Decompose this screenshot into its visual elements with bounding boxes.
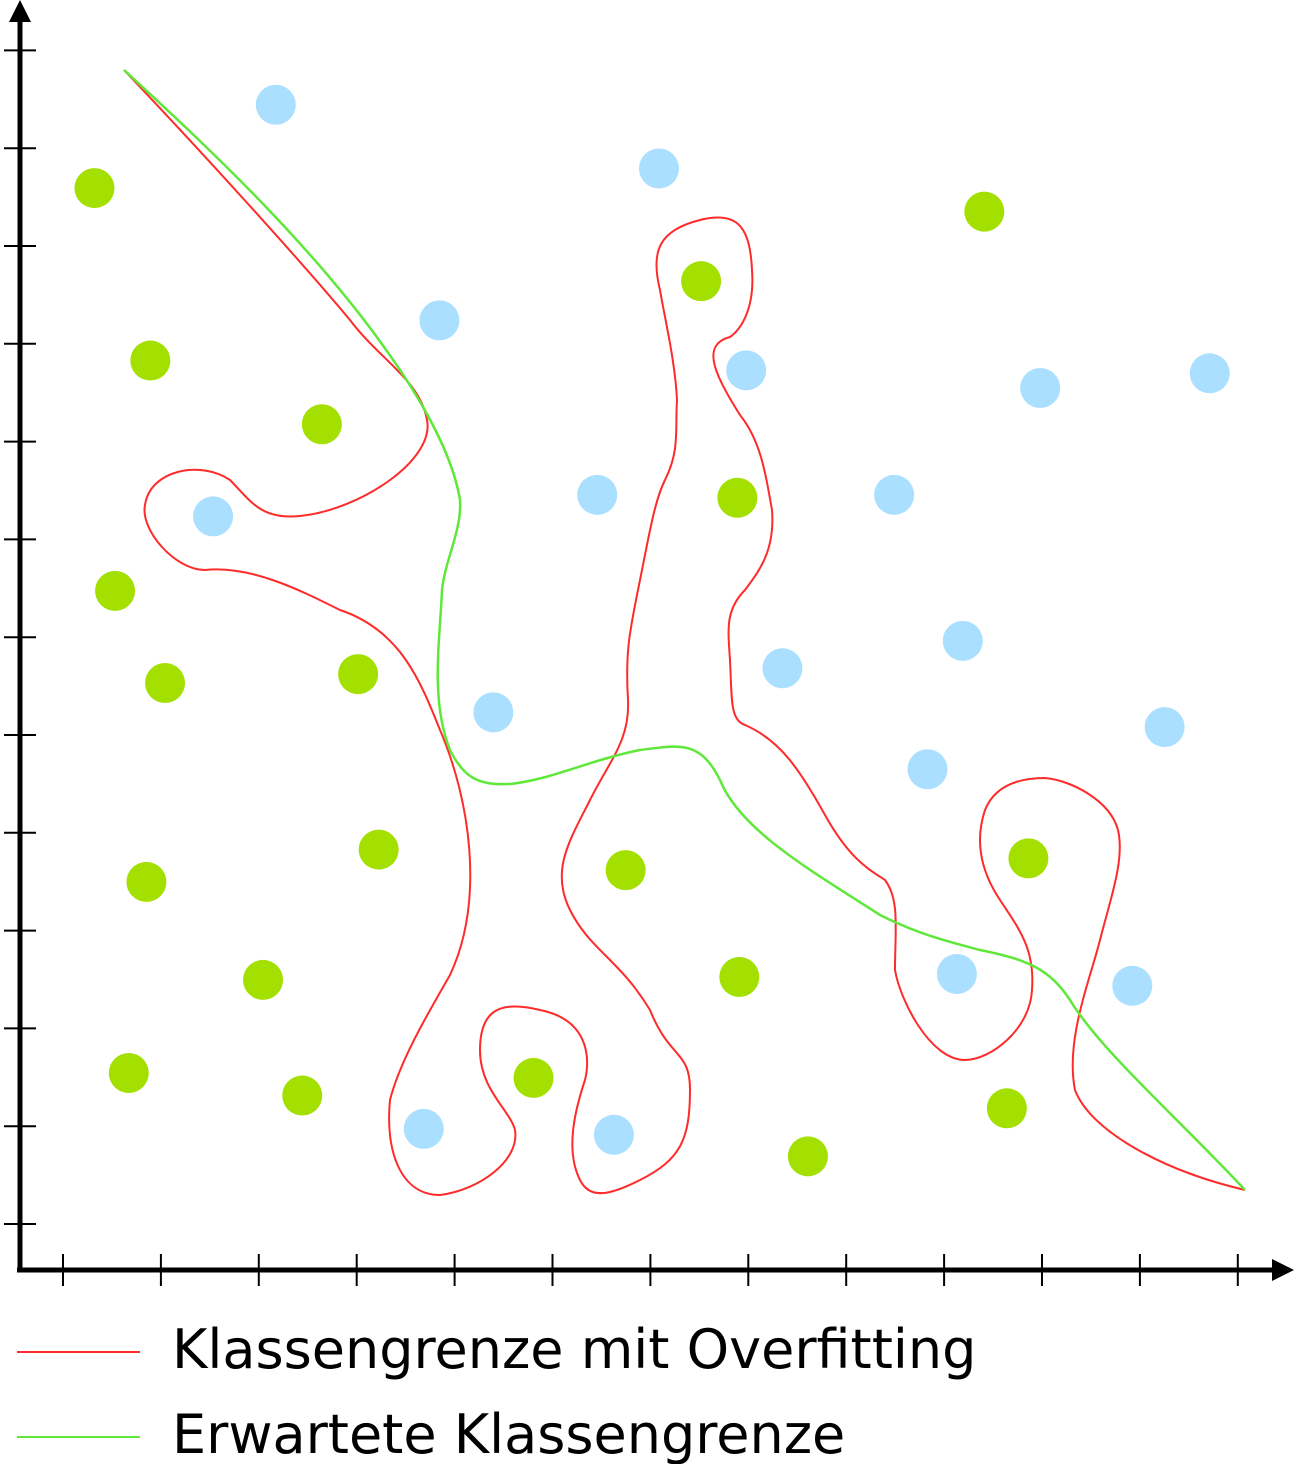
blue-class-point	[193, 496, 234, 537]
green-class-point	[243, 959, 284, 1000]
green-class-point	[513, 1057, 554, 1098]
green-class-point	[108, 1053, 149, 1094]
green-class-point	[282, 1075, 323, 1116]
green-class-point	[95, 570, 136, 611]
blue-class-point	[726, 350, 767, 391]
green-class-point	[986, 1088, 1027, 1129]
green-class-point	[605, 850, 646, 891]
x-axis-arrow-icon	[1272, 1259, 1294, 1281]
blue-class-point	[1112, 965, 1153, 1006]
green-class-point	[126, 861, 167, 902]
green-class-point	[338, 654, 379, 695]
green-class-point	[717, 477, 758, 518]
blue-class-point	[593, 1114, 634, 1155]
green-class-point	[1008, 838, 1049, 879]
blue-class-point	[907, 749, 948, 790]
legend-label-expected: Erwartete Klassengrenze	[172, 1403, 845, 1464]
green-class-point	[787, 1136, 828, 1177]
green-class-point	[719, 956, 760, 997]
green-class-point	[358, 829, 399, 870]
blue-class-point	[942, 620, 983, 661]
green-class-point	[301, 404, 342, 445]
blue-class-point	[473, 692, 514, 733]
axis-ticks	[4, 49, 1239, 1286]
blue-class-point	[1144, 707, 1185, 748]
blue-class-point	[255, 84, 296, 125]
expected-boundary-line	[123, 69, 1246, 1191]
data-points	[74, 84, 1230, 1177]
green-class-point	[964, 191, 1005, 232]
green-class-point	[145, 662, 186, 703]
green-class-point	[130, 340, 171, 381]
blue-class-point	[936, 954, 977, 995]
green-class-point	[681, 261, 722, 302]
y-axis-arrow-icon	[9, 0, 31, 22]
blue-class-point	[874, 474, 915, 515]
blue-class-point	[762, 648, 803, 689]
overfitting-boundary-line	[123, 69, 1246, 1197]
blue-class-point	[419, 300, 460, 341]
blue-class-point	[403, 1108, 444, 1149]
blue-class-point	[577, 474, 618, 515]
blue-class-point	[638, 148, 679, 189]
legend-label-overfitting: Klassengrenze mit Overfitting	[172, 1318, 976, 1381]
blue-class-point	[1020, 368, 1061, 408]
blue-class-point	[1189, 353, 1230, 394]
green-class-point	[74, 168, 115, 209]
